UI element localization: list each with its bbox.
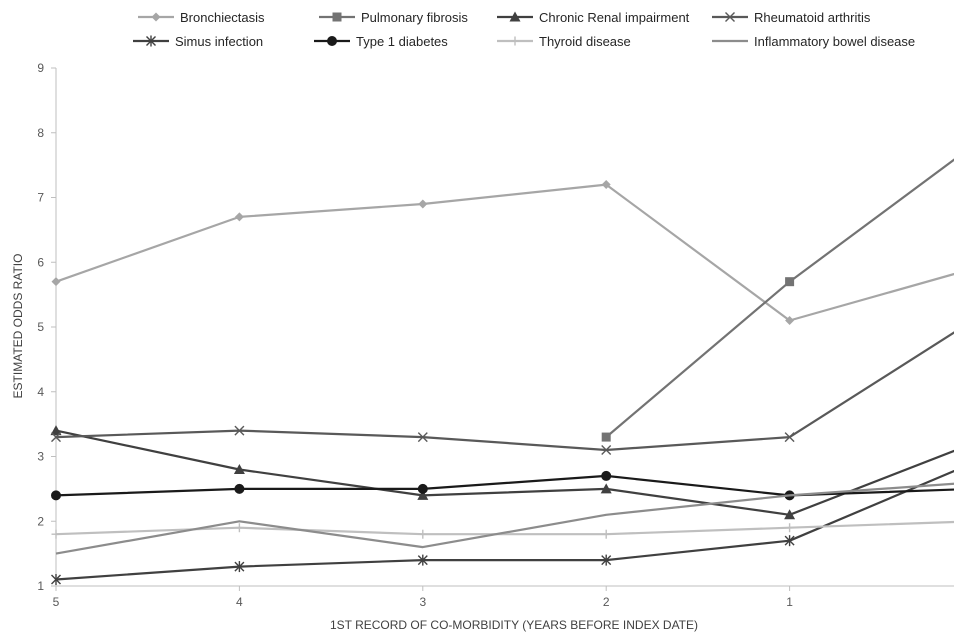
series-chronic-renal-impairment: [51, 425, 954, 519]
data-point-pulmonary-fibrosis: [602, 433, 611, 442]
series-bronchiectasis: [52, 180, 954, 325]
x-axis-title: 1ST RECORD OF CO-MORBIDITY (YEARS BEFORE…: [330, 618, 698, 632]
y-tick-label: 8: [37, 126, 44, 140]
y-tick-label: 4: [37, 385, 44, 399]
x-tick-label: 3: [419, 595, 426, 609]
x-tick-label: 2: [603, 595, 610, 609]
x-tick-label: 1: [786, 595, 793, 609]
series-line-simus-infection: [56, 463, 954, 580]
legend-label: Chronic Renal impairment: [539, 10, 690, 25]
legend-item-simus-infection: Simus infection: [133, 34, 263, 49]
data-point-thyroid-disease: [785, 523, 794, 532]
legend-label: Simus infection: [175, 34, 263, 49]
data-point-bronchiectasis: [52, 277, 61, 286]
legend-marker: [152, 13, 161, 22]
data-point-thyroid-disease: [235, 523, 244, 532]
y-axis-title: ESTIMATED ODDS RATIO: [11, 254, 25, 399]
data-point-bronchiectasis: [418, 199, 427, 208]
legend-item-inflammatory-bowel-disease: Inflammatory bowel disease: [712, 34, 915, 49]
y-tick-label: 2: [37, 514, 44, 528]
series-layer: [51, 146, 954, 585]
series-simus-infection: [52, 463, 954, 585]
legend-item-chronic-renal-impairment: Chronic Renal impairment: [497, 10, 690, 25]
legend-marker: [327, 36, 337, 46]
series-line-pulmonary-fibrosis: [606, 146, 954, 437]
legend-marker: [333, 13, 342, 22]
legend-label: Rheumatoid arthritis: [754, 10, 871, 25]
legend-label: Bronchiectasis: [180, 10, 265, 25]
x-tick-label: 5: [53, 595, 60, 609]
legend-label: Thyroid disease: [539, 34, 631, 49]
data-point-thyroid-disease: [418, 530, 427, 539]
legend-label: Type 1 diabetes: [356, 34, 448, 49]
data-point-thyroid-disease: [602, 530, 611, 539]
data-point-type-1-diabetes: [234, 484, 244, 494]
legend: Bronchiectasis Pulmonary fibrosis Chronic …: [133, 10, 915, 49]
y-tick-label: 6: [37, 255, 44, 269]
series-line-rheumatoid-arthritis: [56, 321, 954, 451]
series-rheumatoid-arthritis: [52, 321, 954, 455]
legend-item-rheumatoid-arthritis: Rheumatoid arthritis: [712, 10, 871, 25]
legend-item-bronchiectasis: Bronchiectasis: [138, 10, 265, 25]
legend-label: Inflammatory bowel disease: [754, 34, 915, 49]
series-line-bronchiectasis: [56, 185, 954, 321]
series-type-1-diabetes: [51, 471, 954, 500]
y-tick-label: 3: [37, 450, 44, 464]
data-point-bronchiectasis: [235, 212, 244, 221]
y-tick-label: 7: [37, 191, 44, 205]
data-point-type-1-diabetes: [601, 471, 611, 481]
data-point-pulmonary-fibrosis: [785, 277, 794, 286]
data-point-thyroid-disease: [52, 530, 61, 539]
legend-item-thyroid-disease: Thyroid disease: [497, 34, 631, 49]
data-point-type-1-diabetes: [51, 490, 61, 500]
legend-marker: [511, 37, 520, 46]
y-tick-label: 1: [37, 579, 44, 593]
legend-item-pulmonary-fibrosis: Pulmonary fibrosis: [319, 10, 468, 25]
series-pulmonary-fibrosis: [602, 146, 954, 442]
y-tick-label: 5: [37, 320, 44, 334]
data-point-type-1-diabetes: [418, 484, 428, 494]
legend-item-type-1-diabetes: Type 1 diabetes: [314, 34, 448, 49]
legend-label: Pulmonary fibrosis: [361, 10, 468, 25]
x-tick-label: 4: [236, 595, 243, 609]
y-tick-label: 9: [37, 61, 44, 75]
